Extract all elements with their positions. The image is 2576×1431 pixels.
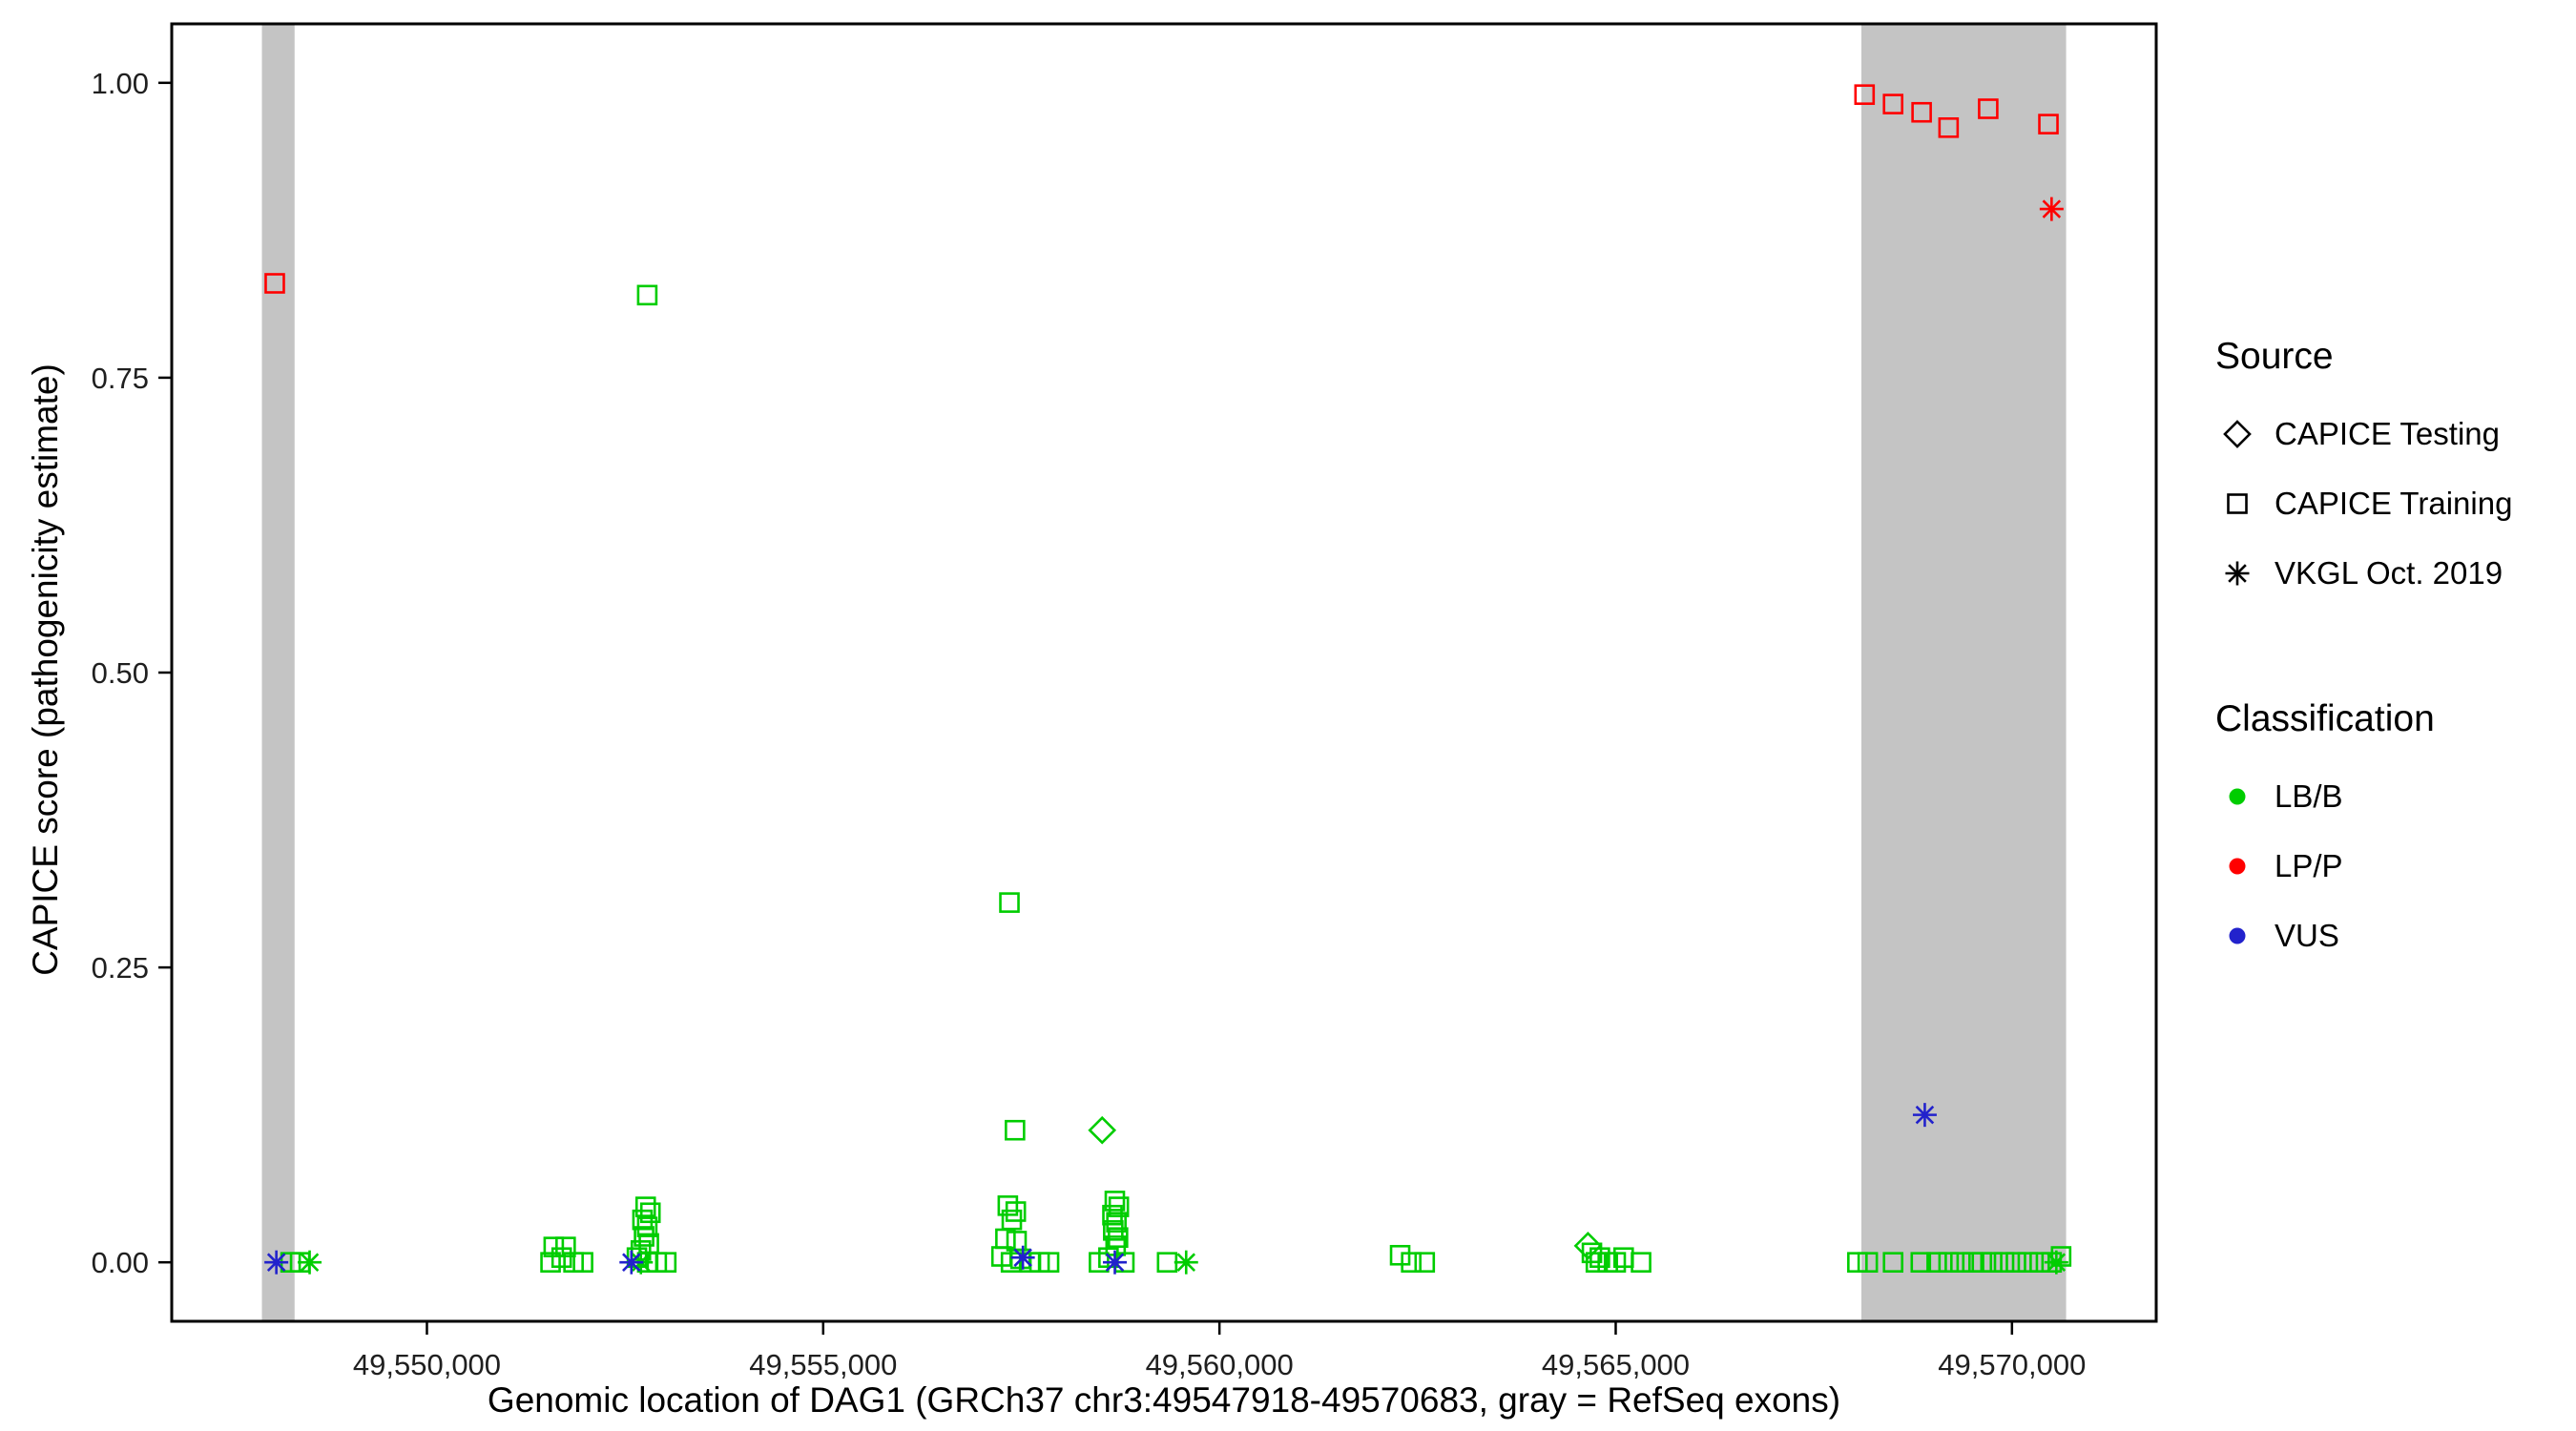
legend-group-classification: Classification LB/B LP/P VUS bbox=[2215, 698, 2512, 970]
svg-text:49,560,000: 49,560,000 bbox=[1146, 1348, 1294, 1381]
legend-item-label: VUS bbox=[2275, 917, 2339, 953]
svg-text:49,570,000: 49,570,000 bbox=[1938, 1348, 2086, 1381]
blue-dot-icon bbox=[2229, 927, 2246, 944]
legend-item-label: CAPICE Testing bbox=[2275, 415, 2500, 451]
legend-item-capice-testing: CAPICE Testing bbox=[2215, 399, 2512, 468]
legend-item-lbb: LB/B bbox=[2215, 761, 2512, 831]
svg-text:0.25: 0.25 bbox=[92, 951, 149, 985]
y-axis-title: CAPICE score (pathogenicity estimate) bbox=[26, 363, 65, 976]
legend-item-vkgl: VKGL Oct. 2019 bbox=[2215, 538, 2512, 608]
x-axis-title: Genomic location of DAG1 (GRCh37 chr3:49… bbox=[487, 1380, 1841, 1420]
legend-item-capice-training: CAPICE Training bbox=[2215, 468, 2512, 538]
legend-item-vus: VUS bbox=[2215, 901, 2512, 970]
svg-text:1.00: 1.00 bbox=[92, 67, 149, 100]
svg-text:49,565,000: 49,565,000 bbox=[1542, 1348, 1690, 1381]
legend-classification-title: Classification bbox=[2215, 698, 2435, 739]
legend-group-source: Source CAPICE Testing CAPICE Training VK… bbox=[2215, 336, 2512, 608]
red-dot-icon bbox=[2229, 858, 2246, 874]
legend-item-lpp: LP/P bbox=[2215, 831, 2512, 901]
svg-text:0.50: 0.50 bbox=[92, 656, 149, 690]
svg-text:49,555,000: 49,555,000 bbox=[749, 1348, 897, 1381]
asterisk-icon bbox=[2225, 561, 2250, 585]
diamond-icon bbox=[2223, 419, 2252, 448]
legend-item-label: CAPICE Training bbox=[2275, 485, 2513, 521]
legend: Source CAPICE Testing CAPICE Training VK… bbox=[2215, 336, 2512, 970]
legend-item-label: LP/P bbox=[2275, 847, 2343, 883]
legend-item-label: LB/B bbox=[2275, 778, 2343, 814]
legend-item-label: VKGL Oct. 2019 bbox=[2275, 554, 2503, 591]
svg-text:0.75: 0.75 bbox=[92, 362, 149, 395]
square-icon bbox=[2227, 492, 2248, 514]
green-dot-icon bbox=[2229, 788, 2246, 804]
legend-source-title: Source bbox=[2215, 336, 2334, 377]
svg-text:49,550,000: 49,550,000 bbox=[353, 1348, 501, 1381]
svg-text:0.00: 0.00 bbox=[92, 1246, 149, 1279]
